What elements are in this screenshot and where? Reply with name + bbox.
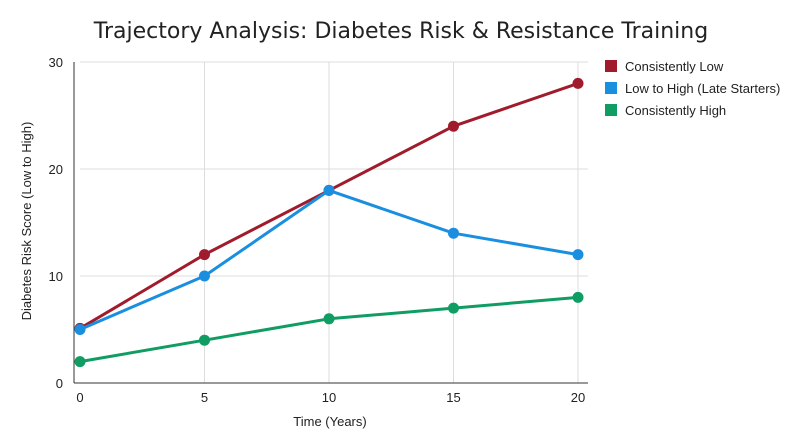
tick-labels: 0 5 10 15 20 0 10 20 30	[49, 55, 586, 405]
legend-item-1: Low to High (Late Starters)	[605, 81, 780, 96]
legend-label-1: Low to High (Late Starters)	[625, 81, 780, 96]
series-2	[74, 291, 584, 368]
x-axis-label: Time (Years)	[293, 414, 366, 429]
legend-label-2: Consistently High	[625, 103, 726, 118]
data-point-2-2	[323, 313, 335, 325]
data-point-2-3	[448, 302, 459, 314]
legend-item-0: Consistently Low	[605, 59, 724, 74]
x-tick-label-5: 5	[201, 390, 208, 405]
chart-title: Trajectory Analysis: Diabetes Risk & Res…	[93, 19, 708, 44]
legend-item-2: Consistently High	[605, 103, 726, 118]
data-point-2-1	[199, 334, 210, 346]
data-point-0-1	[199, 249, 210, 261]
data-point-1-2	[323, 184, 335, 196]
data-point-2-0	[74, 356, 86, 368]
data-point-1-4	[572, 249, 584, 261]
y-tick-label-10: 10	[49, 269, 63, 284]
legend-swatch-2	[605, 104, 617, 116]
data-point-1-1	[199, 270, 210, 282]
data-point-1-3	[448, 227, 459, 239]
series	[74, 77, 584, 368]
legend: Consistently Low Low to High (Late Starte…	[605, 59, 780, 118]
data-point-0-3	[448, 120, 459, 132]
x-tick-label-10: 10	[322, 390, 336, 405]
legend-label-0: Consistently Low	[625, 59, 724, 74]
legend-swatch-1	[605, 82, 617, 94]
x-tick-label-0: 0	[76, 390, 83, 405]
series-1	[74, 184, 584, 335]
y-axis-label: Diabetes Risk Score (Low to High)	[19, 122, 34, 321]
y-tick-label-20: 20	[49, 162, 63, 177]
x-tick-label-20: 20	[571, 390, 585, 405]
data-point-1-0	[74, 324, 86, 335]
axes	[73, 62, 588, 384]
data-point-0-4	[572, 77, 584, 89]
grid	[80, 61, 588, 383]
legend-swatch-0	[605, 60, 617, 72]
x-tick-label-15: 15	[446, 390, 460, 405]
y-tick-label-0: 0	[56, 376, 63, 391]
data-point-2-4	[572, 291, 584, 303]
y-tick-label-30: 30	[49, 55, 63, 70]
